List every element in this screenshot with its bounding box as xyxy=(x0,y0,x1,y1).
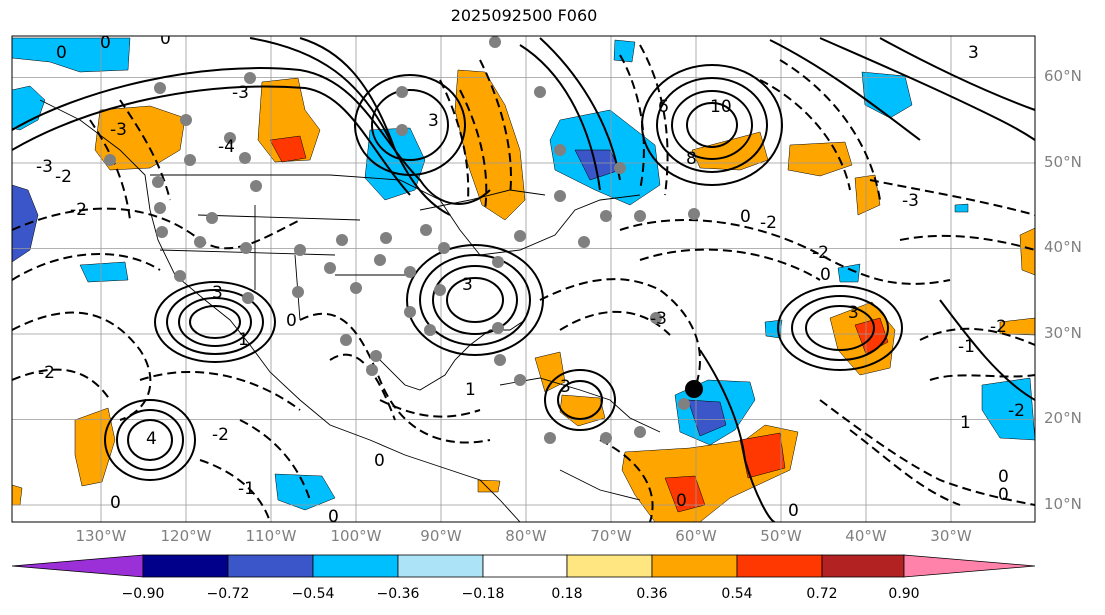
contour-label: -3 xyxy=(36,157,53,177)
contour-label: 0 xyxy=(788,501,799,521)
longitude-label: 100°W xyxy=(330,527,382,545)
latitude-label: 20°N xyxy=(1044,409,1082,427)
latitude-label: 50°N xyxy=(1044,153,1082,171)
colorbar-segment xyxy=(651,554,738,578)
contour-label: 0 xyxy=(740,207,751,227)
longitude-label: 80°W xyxy=(505,527,547,545)
colorbar-tick-label: 0.54 xyxy=(721,586,753,602)
contour-label: 0 xyxy=(676,491,687,511)
latitude-label: 10°N xyxy=(1044,495,1082,513)
dashed-contours xyxy=(12,44,1035,522)
contour-label: 3 xyxy=(848,303,859,323)
contour-label: -2 xyxy=(38,363,55,383)
contour-label: -4 xyxy=(218,137,235,157)
colorbar-tick-label: 0.72 xyxy=(806,586,838,602)
contour-label: -3 xyxy=(650,309,667,329)
colorbar-segment xyxy=(903,554,1036,578)
longitude-label: 50°W xyxy=(760,527,802,545)
contour-label: -2 xyxy=(1008,401,1025,421)
contour-label: 3 xyxy=(212,283,223,303)
contour-label: 0 xyxy=(998,485,1009,505)
colorbar-segment xyxy=(312,554,399,578)
longitude-label: 30°W xyxy=(930,527,972,545)
latitude-label: 60°N xyxy=(1044,67,1082,85)
colorbar-tick-label: 0.90 xyxy=(888,586,920,602)
contour-label: 3 xyxy=(560,377,571,397)
contour-label: -2 xyxy=(70,200,87,220)
contour-label: -2 xyxy=(760,213,777,233)
colorbar-tick-label: 0.18 xyxy=(551,586,583,602)
contour-label: 0 xyxy=(286,311,297,331)
colorbar-segment xyxy=(397,554,484,578)
colorbar-tick-label: −0.36 xyxy=(376,586,420,602)
colorbar-segment xyxy=(11,554,144,578)
contour-label: 1 xyxy=(960,413,971,433)
longitude-label: 40°W xyxy=(845,527,887,545)
colorbar-segment xyxy=(736,554,823,578)
contour-label: 0 xyxy=(110,493,121,513)
contour-label: -3 xyxy=(232,83,249,103)
longitude-label: 120°W xyxy=(160,527,212,545)
contour-label: -3 xyxy=(902,191,919,211)
contour-label: -2 xyxy=(990,317,1007,337)
longitude-label: 130°W xyxy=(75,527,127,545)
colorbar-tick-label: −0.18 xyxy=(461,586,505,602)
map-frame xyxy=(11,35,1036,523)
contour-label: -3 xyxy=(110,120,127,140)
colorbar-segment xyxy=(227,554,314,578)
longitude-label: 110°W xyxy=(245,527,297,545)
latitude-label: 40°N xyxy=(1044,238,1082,256)
contour-label: 0 xyxy=(374,451,385,471)
colorbar-tick-label: −0.90 xyxy=(121,586,165,602)
longitude-label: 60°W xyxy=(675,527,717,545)
contour-label: 1 xyxy=(465,380,476,400)
contour-label: 4 xyxy=(146,429,157,449)
black-marker xyxy=(685,380,703,398)
map-title: 2025092500 F060 xyxy=(450,6,598,25)
contour-label: -1 xyxy=(238,479,255,499)
colorbar xyxy=(11,554,1036,578)
contour-label: 0 xyxy=(998,467,1009,487)
latitude-label: 30°N xyxy=(1044,324,1082,342)
colorbar-tick-label: −0.72 xyxy=(206,586,250,602)
longitude-label: 70°W xyxy=(590,527,632,545)
longitude-label: 90°W xyxy=(420,527,462,545)
contour-label: 0 xyxy=(100,33,111,53)
contour-label: 0 xyxy=(160,29,171,49)
contour-label: 0 xyxy=(820,265,831,285)
colorbar-tick-label: −0.54 xyxy=(291,586,335,602)
colorbar-segment xyxy=(142,554,229,578)
contour-label: 0 xyxy=(56,43,67,63)
colorbar-segment xyxy=(821,554,905,578)
colorbar-tick-label: 0.36 xyxy=(636,586,668,602)
contour-label: -2 xyxy=(212,425,229,445)
contour-label: 3 xyxy=(428,111,439,131)
contour-label: 3 xyxy=(462,275,473,295)
contour-label: -1 xyxy=(958,337,975,357)
contour-label: 8 xyxy=(686,149,697,169)
colorbar-segment xyxy=(566,554,653,578)
contour-label: 0 xyxy=(328,507,339,527)
contour-label: 10 xyxy=(710,97,732,117)
colorbar-segment xyxy=(482,554,568,578)
station-dots xyxy=(104,36,700,444)
contour-value-labels: 0 0 0 -3 -4 -3 -2 -2 -3 3 3 3 4 3 3 1 1 … xyxy=(36,29,1025,527)
contour-label: -2 xyxy=(812,243,829,263)
contour-label: 3 xyxy=(968,43,979,63)
contour-label: -2 xyxy=(55,167,72,187)
contour-label: 1 xyxy=(238,330,249,350)
contour-label: 6 xyxy=(658,97,669,117)
contour-lines xyxy=(12,37,1035,522)
